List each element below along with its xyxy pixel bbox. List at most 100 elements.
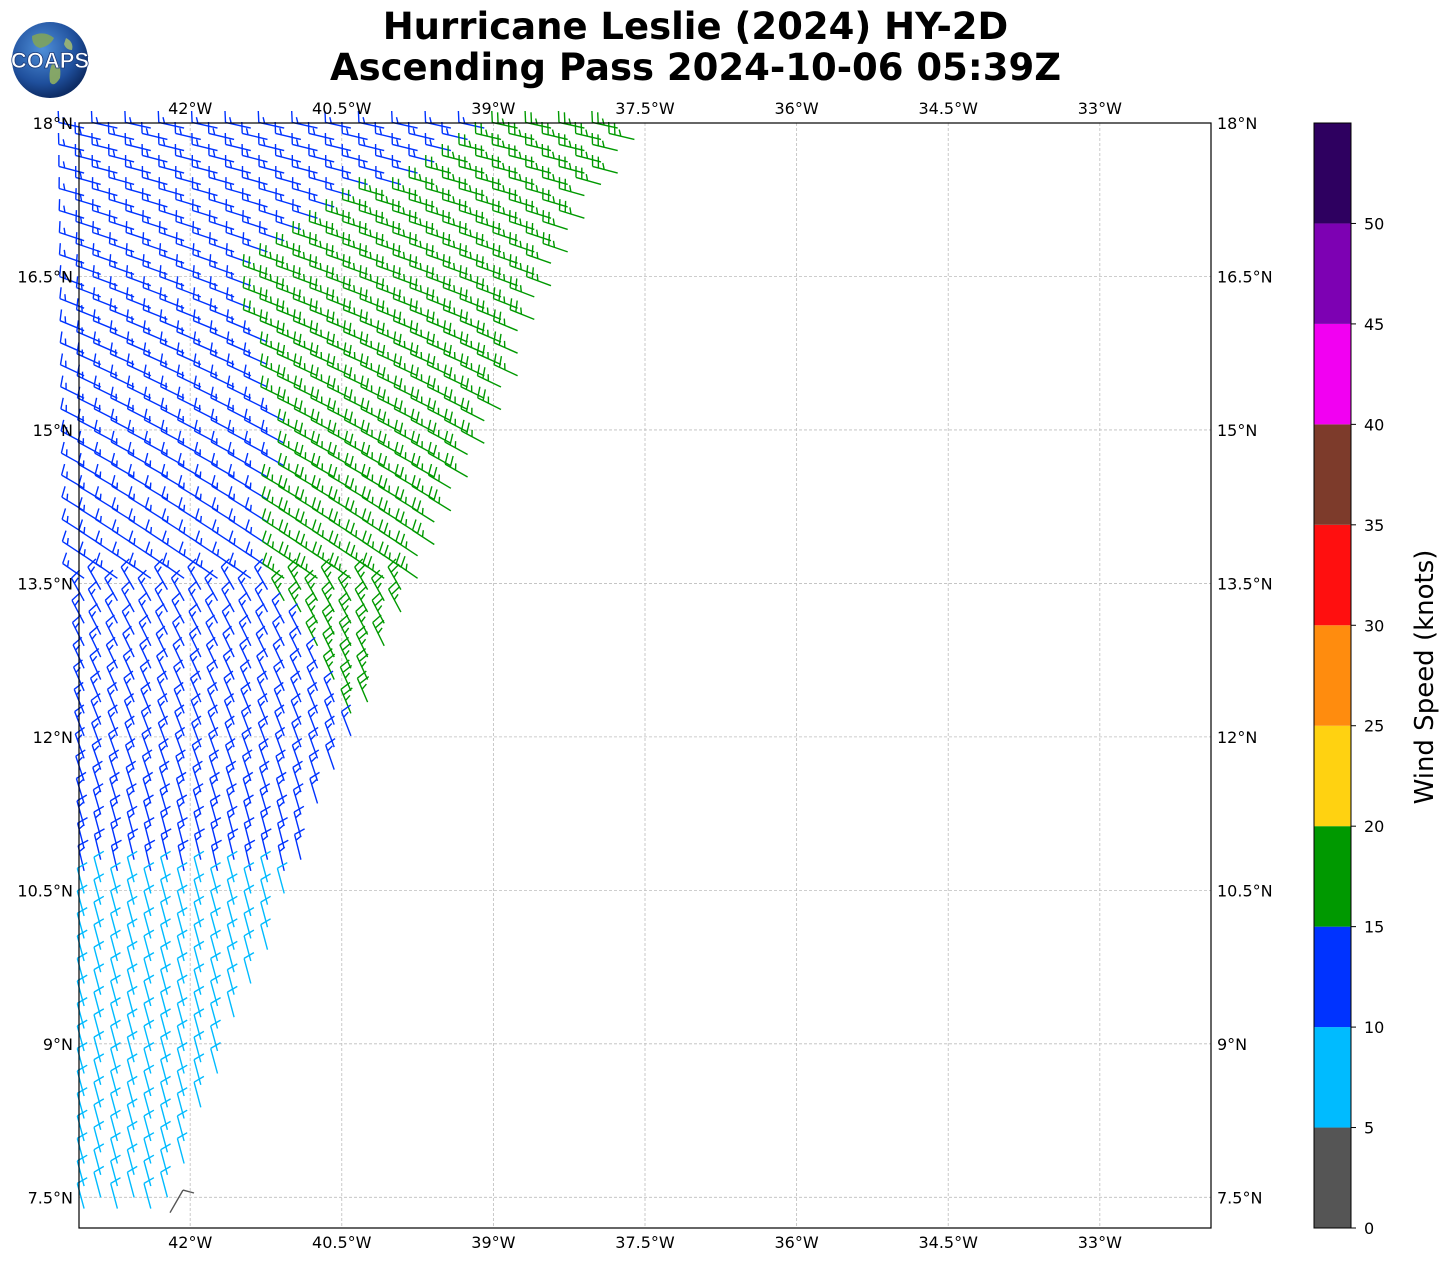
wind-barb <box>126 1098 138 1130</box>
wind-barb <box>160 895 171 928</box>
wind-barb <box>508 166 535 186</box>
wind-barb <box>409 298 435 321</box>
wind-barb <box>74 143 101 163</box>
wind-barb <box>474 121 502 141</box>
wind-barb <box>224 715 235 748</box>
wind-barb <box>460 353 485 377</box>
wind-barb <box>193 375 218 399</box>
wind-barb <box>394 419 418 444</box>
wind-barb <box>93 1030 105 1063</box>
wind-barb <box>160 1030 171 1063</box>
wind-barb <box>258 243 285 264</box>
wind-barb <box>608 121 635 141</box>
wind-barb <box>378 541 402 568</box>
wind-barb <box>411 475 435 501</box>
wind-barb <box>358 177 385 197</box>
wind-barb <box>291 715 302 748</box>
wind-barb <box>278 497 302 523</box>
wind-barb <box>308 210 335 231</box>
wind-barb <box>459 287 485 309</box>
wind-barb <box>491 155 518 174</box>
wind-barb <box>458 199 485 219</box>
wind-barb <box>57 132 85 152</box>
wind-barb <box>160 963 171 995</box>
wind-barb <box>427 463 452 489</box>
wind-barb <box>126 895 138 928</box>
wind-barb <box>157 132 185 152</box>
wind-barb <box>358 199 385 219</box>
wind-barb <box>309 298 335 321</box>
map-frame <box>78 122 1212 1229</box>
wind-barb <box>375 188 402 208</box>
wind-barb <box>59 353 85 377</box>
wind-barb <box>361 486 385 512</box>
wind-barb <box>344 430 368 456</box>
wind-barb <box>342 210 368 231</box>
wind-barb <box>441 166 468 186</box>
wind-barb <box>411 497 435 523</box>
wind-barb <box>377 475 402 501</box>
lat-label-left: 13.5°N <box>17 574 73 593</box>
wind-barb <box>207 704 219 737</box>
wind-barb <box>339 636 352 669</box>
wind-barb <box>443 342 468 366</box>
wind-barb <box>89 648 102 680</box>
wind-barb <box>259 309 285 332</box>
wind-barb <box>141 188 168 208</box>
wind-barb <box>220 558 235 590</box>
wind-barb <box>408 188 435 208</box>
wind-barb <box>338 591 352 624</box>
wind-barb <box>558 199 585 219</box>
wind-barb <box>222 625 235 658</box>
wind-barb <box>326 309 352 332</box>
wind-barb <box>62 552 85 579</box>
wind-barb <box>361 463 385 489</box>
wind-barb <box>294 463 318 489</box>
wind-barb <box>443 364 468 388</box>
wind-barb <box>341 188 368 208</box>
wind-barb <box>210 929 221 962</box>
wind-barb <box>224 154 251 174</box>
wind-barb <box>159 331 185 354</box>
wind-barb <box>110 1064 121 1097</box>
wind-barb <box>108 232 135 253</box>
wind-barb <box>442 232 468 253</box>
wind-barb <box>359 331 385 354</box>
wind-barb <box>393 331 418 354</box>
wind-barb <box>193 850 205 883</box>
wind-barb <box>193 918 205 950</box>
wind-barb <box>110 884 121 917</box>
latitude-labels: 18°N 18°N 16.5°N 16.5°N 15°N 15°N 13.5°N 13.5°N… <box>17 114 1272 1207</box>
wind-barb <box>354 580 369 613</box>
wind-barb <box>225 265 252 287</box>
wind-barb <box>361 530 385 557</box>
wind-barb <box>375 276 402 298</box>
wind-barb <box>326 375 352 399</box>
wind-barb <box>427 419 452 444</box>
wind-barb <box>226 895 238 928</box>
wind-barb <box>239 659 252 692</box>
wind-barb <box>458 177 485 197</box>
wind-barb <box>59 309 85 332</box>
wind-barb <box>106 681 119 714</box>
wind-barb <box>492 243 518 264</box>
wind-barb <box>305 636 319 669</box>
wind-barb <box>126 940 138 973</box>
wind-barb <box>276 364 302 388</box>
wind-barb <box>341 143 368 163</box>
wind-barb <box>176 298 202 321</box>
wind-barb <box>395 508 418 534</box>
wind-barb <box>460 397 485 422</box>
wind-barb <box>107 726 119 759</box>
wind-barb <box>173 681 185 714</box>
wind-barb <box>158 221 185 242</box>
wind-barb <box>411 519 435 546</box>
wind-barb <box>276 320 302 343</box>
wind-barb <box>107 121 135 141</box>
wind-barb <box>275 771 287 804</box>
lat-label-right: 7.5°N <box>1217 1188 1262 1207</box>
colorbar-segment <box>1314 725 1351 827</box>
wind-barb <box>125 265 152 287</box>
wind-barb <box>192 309 218 332</box>
wind-barb <box>241 188 268 208</box>
